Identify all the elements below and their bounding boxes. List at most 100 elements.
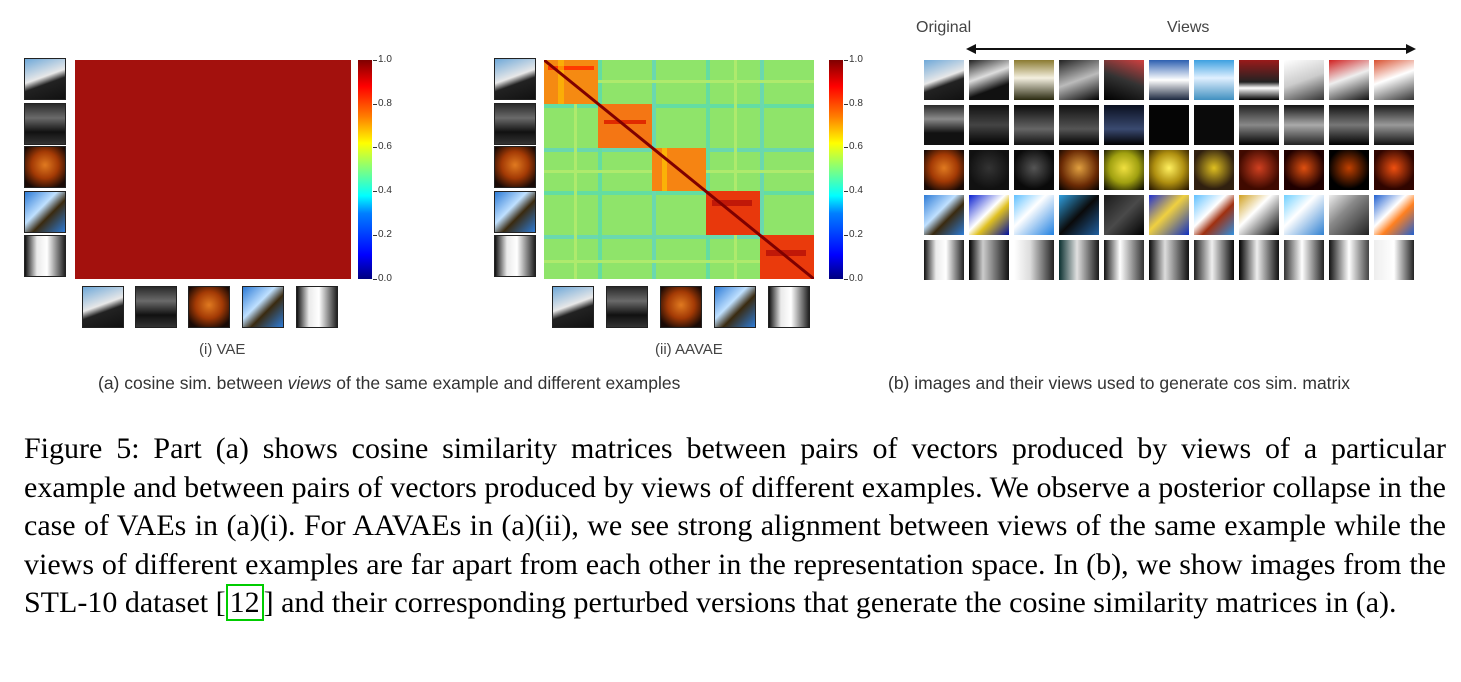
grid-image: [1014, 195, 1054, 235]
grid-image: [1104, 240, 1144, 280]
aavae-col-thumb-airplane: [552, 286, 594, 328]
vae-colorbar-tick: 0.4: [373, 185, 392, 196]
grid-image: [969, 240, 1009, 280]
grid-image: [1239, 60, 1279, 100]
grid-image: [969, 195, 1009, 235]
vae-colorbar: [358, 60, 372, 279]
grid-image: [1284, 60, 1324, 100]
grid-image: [1014, 60, 1054, 100]
aavae-sublabel: (ii) AAVAE: [655, 341, 723, 358]
vae-colorbar-tick: 0.8: [373, 98, 392, 109]
grid-image: [1194, 195, 1234, 235]
views-image-grid: [924, 58, 1416, 282]
grid-image: [1194, 105, 1234, 145]
grid-image: [1284, 105, 1324, 145]
grid-image: [1284, 195, 1324, 235]
grid-image: [1014, 105, 1054, 145]
vae-sublabel: (i) VAE: [199, 341, 246, 358]
grid-image: [1194, 240, 1234, 280]
grid-image: [1374, 240, 1414, 280]
grid-image: [924, 240, 964, 280]
grid-image: [1374, 60, 1414, 100]
panel-a-caption: (a) cosine sim. between views of the sam…: [98, 373, 680, 394]
grid-image: [1149, 195, 1189, 235]
grid-image: [969, 150, 1009, 190]
grid-image: [1374, 195, 1414, 235]
grid-image: [1059, 60, 1099, 100]
grid-image: [1014, 150, 1054, 190]
citation-link[interactable]: 12: [225, 584, 264, 621]
aavae-colorbar: [829, 60, 843, 279]
aavae-colorbar-tick: 0.0: [844, 273, 863, 284]
grid-image: [1149, 150, 1189, 190]
grid-image: [1194, 150, 1234, 190]
grid-image: [1329, 150, 1369, 190]
grid-image: [924, 195, 964, 235]
grid-image: [1059, 195, 1099, 235]
figure-caption-text: Figure 5: Part (a) shows cosine similari…: [24, 432, 1446, 619]
views-label: Views: [1167, 19, 1210, 36]
panel-a-caption-em: views: [287, 373, 332, 393]
grid-image: [1329, 60, 1369, 100]
grid-image: [1239, 240, 1279, 280]
aavae-colorbar-tick: 0.4: [844, 185, 863, 196]
grid-image: [1059, 240, 1099, 280]
panel-b-caption: (b) images and their views used to gener…: [888, 373, 1350, 393]
vae-row-thumb-airplane: [24, 58, 66, 100]
aavae-similarity-matrix: [544, 60, 814, 279]
figure-caption-text-end: ] and their corresponding perturbed vers…: [263, 586, 1397, 619]
grid-image: [1329, 240, 1369, 280]
grid-image: [1104, 60, 1144, 100]
vae-col-thumb-dog: [188, 286, 230, 328]
grid-image: [1104, 150, 1144, 190]
grid-image: [1149, 105, 1189, 145]
vae-col-thumb-airplane: [82, 286, 124, 328]
grid-image: [1239, 105, 1279, 145]
grid-image: [1194, 60, 1234, 100]
vae-col-thumb-truck: [296, 286, 338, 328]
vae-row-thumb-truck: [24, 235, 66, 277]
grid-image: [1059, 105, 1099, 145]
grid-image: [1329, 105, 1369, 145]
views-arrow: [966, 44, 1416, 54]
aavae-row-thumb-ship: [494, 103, 536, 145]
panel-a-caption-suffix: of the same example and different exampl…: [331, 373, 681, 393]
aavae-colorbar-tick: 1.0: [844, 54, 863, 65]
grid-image: [1239, 195, 1279, 235]
grid-image: [924, 105, 964, 145]
grid-image: [924, 150, 964, 190]
grid-image: [1329, 195, 1369, 235]
grid-image: [1284, 240, 1324, 280]
grid-image: [969, 105, 1009, 145]
vae-col-thumb-ship: [135, 286, 177, 328]
grid-image: [1059, 150, 1099, 190]
grid-image: [1374, 150, 1414, 190]
grid-image: [1104, 195, 1144, 235]
grid-image: [1284, 150, 1324, 190]
aavae-row-thumb-deer: [494, 191, 536, 233]
grid-image: [924, 60, 964, 100]
grid-image: [969, 60, 1009, 100]
vae-similarity-matrix: [75, 60, 351, 279]
aavae-col-thumb-dog: [660, 286, 702, 328]
vae-row-thumb-dog: [24, 146, 66, 188]
aavae-row-thumb-dog: [494, 146, 536, 188]
aavae-col-thumb-truck: [768, 286, 810, 328]
grid-image: [1239, 150, 1279, 190]
aavae-row-thumb-truck: [494, 235, 536, 277]
vae-colorbar-tick: 0.6: [373, 141, 392, 152]
figure-caption: Figure 5: Part (a) shows cosine similari…: [24, 430, 1446, 623]
original-label: Original: [916, 19, 972, 36]
vae-colorbar-tick: 0.2: [373, 229, 392, 240]
grid-image: [1014, 240, 1054, 280]
vae-row-thumb-ship: [24, 103, 66, 145]
aavae-col-thumb-deer: [714, 286, 756, 328]
vae-colorbar-tick: 1.0: [373, 54, 392, 65]
grid-image: [1149, 60, 1189, 100]
grid-image: [1104, 105, 1144, 145]
aavae-row-thumb-airplane: [494, 58, 536, 100]
panel-a-caption-prefix: (a) cosine sim. between: [98, 373, 288, 393]
aavae-col-thumb-ship: [606, 286, 648, 328]
grid-image: [1374, 105, 1414, 145]
aavae-colorbar-tick: 0.6: [844, 141, 863, 152]
